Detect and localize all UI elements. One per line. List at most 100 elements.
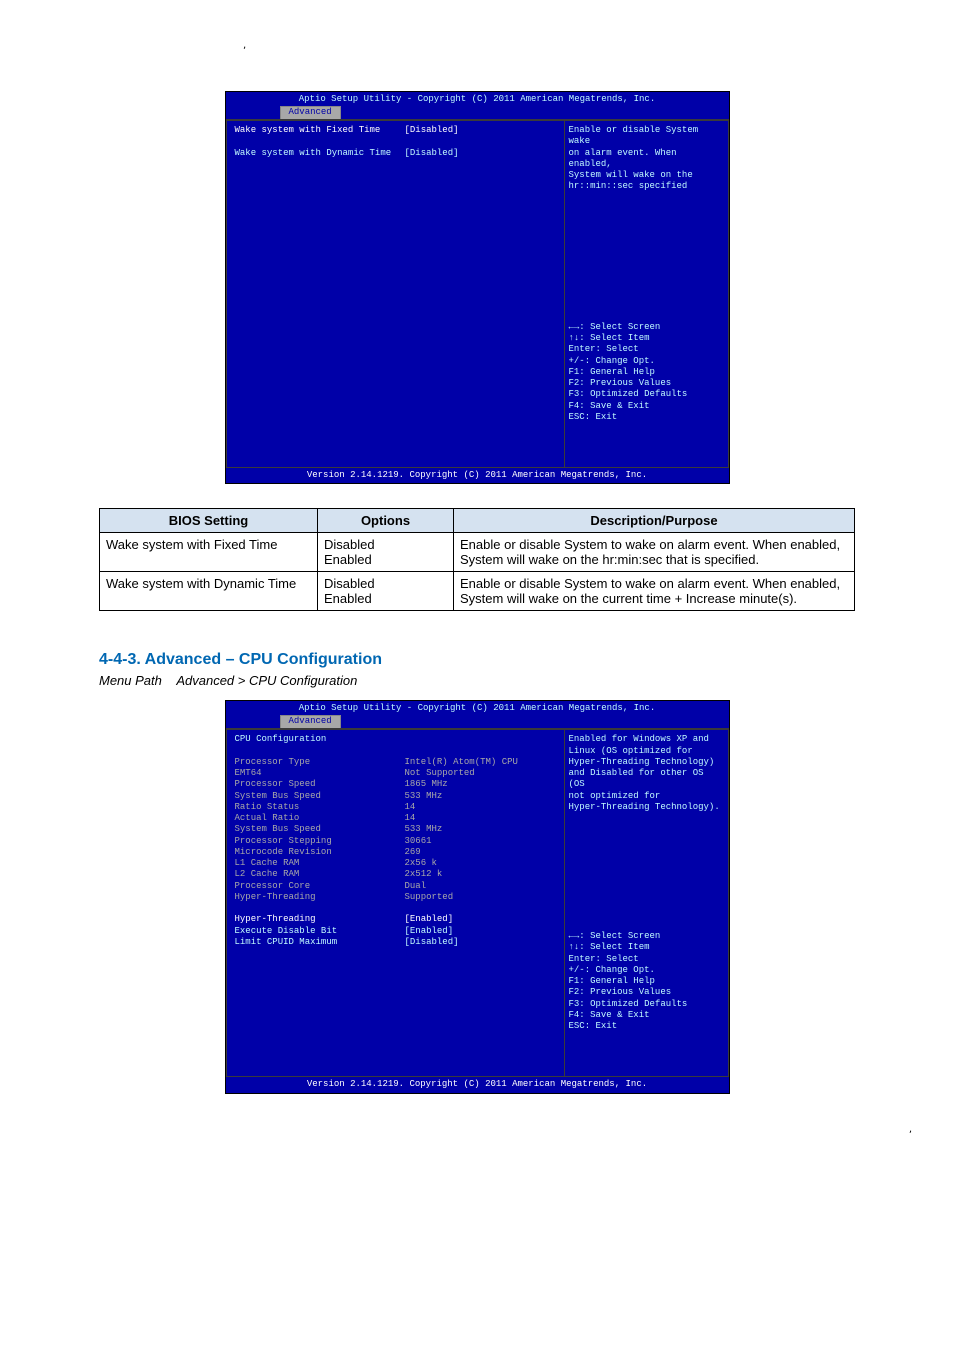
- bios-help-line: hr::min::sec specified: [569, 181, 724, 192]
- bios-setting-value: 269: [405, 847, 556, 858]
- bios-setting-label: Processor Type: [235, 757, 405, 768]
- bios-help-line: F1: General Help: [569, 367, 724, 378]
- bios-screenshot-cpu-config: Aptio Setup Utility - Copyright (C) 2011…: [225, 700, 730, 1093]
- bios-setting-label: [235, 136, 405, 147]
- bios-help-line: +/-: Change Opt.: [569, 356, 724, 367]
- page-header-date: ,: [243, 40, 954, 51]
- bios-setting-row[interactable]: Limit CPUID Maximum[Disabled]: [235, 937, 556, 948]
- bios-setting-row[interactable]: [235, 746, 556, 757]
- bios-setting-value: [405, 734, 556, 745]
- bios-setting-row[interactable]: Processor TypeIntel(R) Atom(TM) CPU: [235, 757, 556, 768]
- bios-setting-value: [Disabled]: [405, 937, 556, 948]
- bios-setting-label: [235, 746, 405, 757]
- th-desc: Description/Purpose: [454, 509, 855, 533]
- bios-setting-row[interactable]: Processor Speed1865 MHz: [235, 779, 556, 790]
- bios-setting-label: Actual Ratio: [235, 813, 405, 824]
- bios-tab-advanced[interactable]: Advanced: [280, 715, 341, 728]
- bios-setting-row[interactable]: CPU Configuration: [235, 734, 556, 745]
- bios-help-line: Enable or disable System wake: [569, 125, 724, 148]
- bios-setting-value: [405, 903, 556, 914]
- bios-setting-row[interactable]: L2 Cache RAM2x512 k: [235, 869, 556, 880]
- bios-setting-row[interactable]: Microcode Revision269: [235, 847, 556, 858]
- bios-setting-value: [Disabled]: [405, 125, 556, 136]
- bios-help-line: and Disabled for other OS (OS: [569, 768, 724, 791]
- cell-setting: Wake system with Dynamic Time: [100, 572, 318, 611]
- bios-help-top: Enabled for Windows XP andLinux (OS opti…: [569, 734, 724, 813]
- bios-setting-label: System Bus Speed: [235, 791, 405, 802]
- bios-setting-value: 533 MHz: [405, 824, 556, 835]
- bios-setting-value: 14: [405, 813, 556, 824]
- table-row: Wake system with Fixed TimeDisabledEnabl…: [100, 533, 855, 572]
- bios-setting-label: Execute Disable Bit: [235, 926, 405, 937]
- bios-setting-value: 533 MHz: [405, 791, 556, 802]
- bios-header: Aptio Setup Utility - Copyright (C) 2011…: [226, 701, 729, 729]
- bios-setting-value: [405, 136, 556, 147]
- bios-help-line: ↑↓: Select Item: [569, 333, 724, 344]
- bios-help-line: Hyper-Threading Technology).: [569, 802, 724, 813]
- bios-setting-row[interactable]: Ratio Status14: [235, 802, 556, 813]
- th-options: Options: [318, 509, 454, 533]
- bios-help-line: F4: Save & Exit: [569, 401, 724, 412]
- bios-help-line: +/-: Change Opt.: [569, 965, 724, 976]
- bios-setting-value: [Disabled]: [405, 148, 556, 159]
- bios-help-line: on alarm event. When enabled,: [569, 148, 724, 171]
- bios-setting-row[interactable]: Actual Ratio14: [235, 813, 556, 824]
- bios-setting-label: Wake system with Dynamic Time: [235, 148, 405, 159]
- bios-setting-label: EMT64: [235, 768, 405, 779]
- bios-setting-value: Intel(R) Atom(TM) CPU: [405, 757, 556, 768]
- bios-setting-label: Processor Speed: [235, 779, 405, 790]
- bios-setting-label: Limit CPUID Maximum: [235, 937, 405, 948]
- th-setting: BIOS Setting: [100, 509, 318, 533]
- bios-setting-value: 2x56 k: [405, 858, 556, 869]
- bios-setting-label: Processor Core: [235, 881, 405, 892]
- bios-setting-row[interactable]: Hyper-ThreadingSupported: [235, 892, 556, 903]
- bios-help-line: ESC: Exit: [569, 412, 724, 423]
- bios-help-line: Enter: Select: [569, 344, 724, 355]
- bios-setting-row[interactable]: Execute Disable Bit[Enabled]: [235, 926, 556, 937]
- bios-help-bottom: ←→: Select Screen↑↓: Select ItemEnter: S…: [569, 931, 724, 1032]
- bios-tab-advanced[interactable]: Advanced: [280, 106, 341, 119]
- bios-setting-row[interactable]: [235, 136, 556, 147]
- bios-setting-row[interactable]: Wake system with Fixed Time[Disabled]: [235, 125, 556, 136]
- bios-left-pane: CPU Configuration Processor TypeIntel(R)…: [226, 729, 564, 1077]
- bios-setting-row[interactable]: L1 Cache RAM2x56 k: [235, 858, 556, 869]
- bios-setting-row[interactable]: Processor Stepping30661: [235, 836, 556, 847]
- cell-desc: Enable or disable System to wake on alar…: [454, 572, 855, 611]
- bios-screenshot-s5-rtc: Aptio Setup Utility - Copyright (C) 2011…: [225, 91, 730, 484]
- bios-header-title: Aptio Setup Utility - Copyright (C) 2011…: [226, 93, 729, 105]
- bios-setting-label: Wake system with Fixed Time: [235, 125, 405, 136]
- table-row: Wake system with Dynamic TimeDisabledEna…: [100, 572, 855, 611]
- cell-desc: Enable or disable System to wake on alar…: [454, 533, 855, 572]
- bios-setting-value: [Enabled]: [405, 926, 556, 937]
- bios-help-top: Enable or disable System wakeon alarm ev…: [569, 125, 724, 193]
- bios-setting-label: Hyper-Threading: [235, 914, 405, 925]
- options-table: BIOS Setting Options Description/Purpose…: [99, 508, 855, 611]
- bios-setting-label: Processor Stepping: [235, 836, 405, 847]
- bios-setting-row[interactable]: System Bus Speed533 MHz: [235, 791, 556, 802]
- bios-setting-value: 30661: [405, 836, 556, 847]
- bios-setting-value: 14: [405, 802, 556, 813]
- bios-setting-value: 1865 MHz: [405, 779, 556, 790]
- bios-setting-row[interactable]: [235, 903, 556, 914]
- bios-setting-row[interactable]: Processor CoreDual: [235, 881, 556, 892]
- bios-setting-value: [405, 746, 556, 757]
- bios-setting-row[interactable]: System Bus Speed533 MHz: [235, 824, 556, 835]
- bios-setting-value: Supported: [405, 892, 556, 903]
- bios-setting-label: [235, 903, 405, 914]
- bios-help-pane: Enable or disable System wakeon alarm ev…: [564, 120, 729, 468]
- bios-setting-label: System Bus Speed: [235, 824, 405, 835]
- bios-footer: Version 2.14.1219. Copyright (C) 2011 Am…: [226, 468, 729, 483]
- bios-help-line: System will wake on the: [569, 170, 724, 181]
- bios-setting-row[interactable]: Hyper-Threading[Enabled]: [235, 914, 556, 925]
- bios-setting-row[interactable]: EMT64Not Supported: [235, 768, 556, 779]
- bios-setting-label: Ratio Status: [235, 802, 405, 813]
- cell-options: DisabledEnabled: [318, 533, 454, 572]
- bios-setting-row[interactable]: Wake system with Dynamic Time[Disabled]: [235, 148, 556, 159]
- bios-header-title: Aptio Setup Utility - Copyright (C) 2011…: [226, 702, 729, 714]
- bios-help-line: ←→: Select Screen: [569, 322, 724, 333]
- bios-help-line: Enter: Select: [569, 954, 724, 965]
- bios-setting-value: [Enabled]: [405, 914, 556, 925]
- bios-left-pane: Wake system with Fixed Time[Disabled] Wa…: [226, 120, 564, 468]
- bios-help-line: F2: Previous Values: [569, 987, 724, 998]
- bios-header: Aptio Setup Utility - Copyright (C) 2011…: [226, 92, 729, 120]
